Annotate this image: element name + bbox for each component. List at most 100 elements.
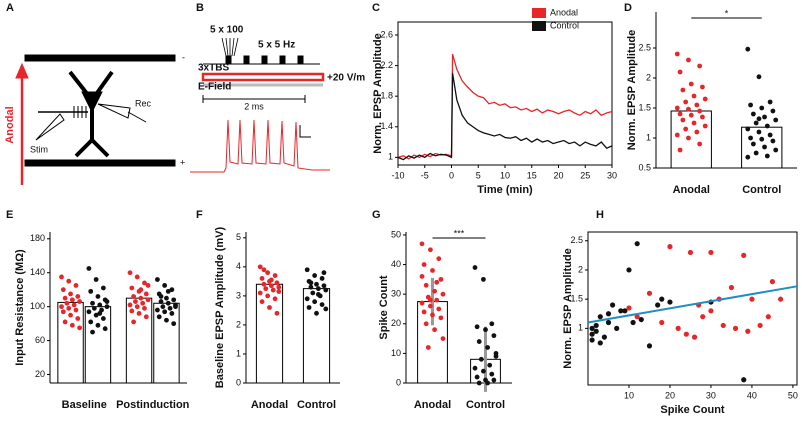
x-axis-label: Spike Count (660, 404, 725, 416)
point (483, 327, 488, 333)
point (753, 120, 759, 126)
trace-scale (299, 125, 311, 138)
x-tick-label: Control (466, 399, 505, 411)
point (142, 305, 147, 311)
point (759, 105, 765, 111)
point (142, 280, 147, 286)
panel-label: G (372, 209, 381, 221)
legend-label: Anodal (550, 7, 578, 17)
point (100, 316, 106, 321)
point (440, 291, 446, 297)
point (764, 153, 770, 159)
point (140, 300, 146, 306)
voltage-trace (190, 119, 330, 173)
y-axis-label: Baseline EPSP Amplitude (mV) (214, 226, 226, 388)
point (91, 305, 97, 311)
y-tick-label: 100 (30, 301, 45, 311)
point (655, 302, 661, 308)
polarity-top: - (182, 52, 185, 62)
point (314, 281, 319, 287)
point (171, 297, 177, 303)
point (312, 273, 318, 278)
point (677, 69, 683, 75)
point (259, 299, 265, 305)
point (421, 309, 427, 315)
point (589, 331, 595, 337)
point (683, 331, 689, 337)
line (397, 73, 613, 161)
y-tick-label: 1 (578, 323, 583, 333)
point (757, 322, 763, 329)
bar (670, 110, 712, 169)
rec-label: Rec (135, 98, 152, 108)
point (489, 371, 495, 377)
x-tick-label: Baseline (62, 399, 107, 411)
x-axis-label: Time (min) (477, 184, 533, 196)
point (134, 274, 140, 280)
point (430, 312, 435, 318)
point (659, 319, 665, 326)
point (75, 316, 81, 321)
point (605, 319, 612, 326)
point (697, 141, 703, 147)
x-tick-label: 25 (580, 170, 590, 180)
point (155, 277, 160, 282)
rec-electrode (97, 103, 131, 119)
point (778, 296, 784, 302)
point (749, 296, 755, 302)
point (646, 290, 653, 296)
point (674, 132, 680, 138)
point (265, 293, 271, 299)
point (129, 308, 135, 314)
point (162, 283, 168, 288)
point (419, 274, 425, 279)
point (104, 299, 110, 304)
point (634, 241, 640, 247)
point (272, 273, 278, 278)
point (66, 305, 72, 311)
y-tick-label: 180 (30, 233, 45, 243)
point (686, 57, 691, 63)
x-tick-label: 0 (449, 170, 454, 180)
point (315, 292, 321, 297)
point (267, 305, 272, 310)
point (169, 287, 175, 293)
y-tick-label: 1 (236, 348, 241, 358)
legend-swatch (532, 8, 546, 18)
plot-frame (397, 21, 613, 166)
point (138, 287, 144, 293)
panel-label: F (196, 209, 203, 221)
point (491, 333, 497, 339)
point (474, 374, 480, 380)
panel-label: C (372, 2, 380, 14)
point (741, 252, 747, 258)
x-tick-label: -10 (391, 170, 404, 180)
point (158, 299, 164, 304)
point (674, 51, 680, 57)
arrow-label: Anodal (4, 106, 16, 143)
point (748, 135, 753, 141)
point (308, 284, 314, 290)
point (155, 307, 160, 313)
point (173, 304, 178, 310)
point (667, 299, 673, 305)
point (143, 291, 149, 297)
point (472, 365, 478, 371)
point (265, 270, 271, 276)
diagram-b (190, 37, 330, 173)
point (423, 321, 429, 327)
point (71, 302, 77, 308)
point (66, 278, 72, 284)
point (708, 308, 714, 314)
point (732, 325, 739, 331)
point (319, 276, 325, 281)
y-tick-label: 1.4 (380, 121, 393, 131)
point (694, 129, 700, 135)
point (97, 311, 103, 316)
point (86, 309, 92, 315)
point (626, 267, 632, 273)
point (688, 112, 694, 118)
point (476, 380, 482, 386)
point (428, 247, 433, 253)
